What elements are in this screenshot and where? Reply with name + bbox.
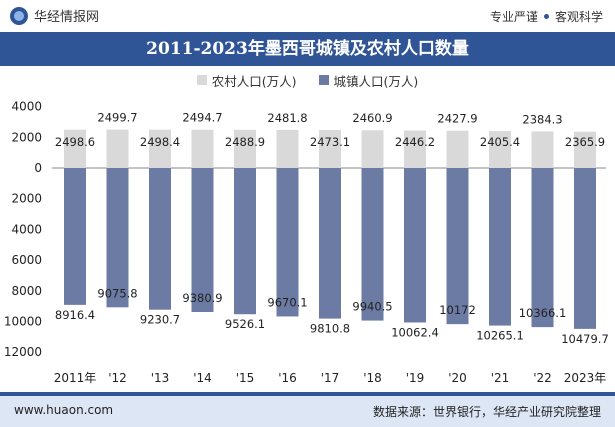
footer: www.huaon.com 数据来源：世界银行，华经产业研究院整理: [0, 396, 615, 427]
dot-icon: [543, 14, 549, 19]
bar-rural: [64, 129, 86, 168]
tagline-right: 客观科学: [554, 10, 603, 24]
y-tick-label: 4000: [11, 100, 42, 114]
chart-legend: 农村人口(万人) 城镇人口(万人): [0, 70, 615, 90]
data-label-urban: 9810.8: [310, 322, 350, 336]
data-label-rural: 2481.8: [267, 111, 307, 125]
bar-rural: [149, 129, 171, 168]
bar-rural: [276, 129, 299, 168]
bar-urban: [361, 168, 384, 321]
bar-urban: [574, 168, 596, 329]
legend-label-urban: 城镇人口(万人): [333, 73, 419, 89]
logo-icon: [10, 6, 28, 25]
legend-label-rural: 农村人口(万人): [211, 73, 297, 89]
chart-title: 2011-2023年墨西哥城镇及农村人口数量: [146, 39, 469, 59]
x-tick-label: 2011年: [54, 371, 97, 385]
data-label-rural: 2473.1: [310, 135, 350, 149]
bar-rural: [361, 130, 384, 168]
y-tick-label: 8000: [11, 284, 42, 298]
data-label-rural: 2405.4: [480, 135, 520, 149]
data-label-urban: 9230.7: [140, 313, 180, 327]
x-tick-label: '12: [108, 371, 127, 385]
bar-urban: [319, 168, 341, 319]
y-tick-label: 2000: [11, 130, 42, 144]
x-tick-label: '17: [321, 371, 340, 385]
x-tick-label: '20: [448, 371, 467, 385]
bar-rural: [574, 131, 596, 168]
bar-rural: [404, 130, 426, 168]
x-tick-label: '21: [491, 371, 510, 385]
data-label-urban: 10265.1: [476, 329, 524, 343]
bar-urban: [531, 168, 554, 328]
data-label-rural: 2365.9: [565, 135, 605, 149]
y-tick-label: 12000: [4, 345, 42, 359]
data-label-rural: 2498.4: [140, 135, 180, 149]
tagline-left: 专业严谨: [489, 10, 538, 24]
legend-item-rural: 农村人口(万人): [196, 70, 297, 90]
data-label-urban: 9075.8: [97, 286, 137, 300]
bar-urban: [234, 168, 256, 315]
bar-urban: [489, 168, 511, 326]
tagline: 专业严谨 客观科学: [490, 8, 603, 25]
bar-rural: [319, 130, 341, 168]
y-tick-label: 10000: [4, 315, 42, 329]
legend-item-urban: 城镇人口(万人): [318, 70, 419, 90]
bar-rural: [531, 131, 554, 168]
y-tick-label: 6000: [11, 253, 42, 267]
bar-rural: [106, 129, 129, 168]
data-label-rural: 2498.6: [55, 135, 95, 149]
x-tick-label: '14: [193, 371, 212, 385]
x-tick-label: '15: [236, 371, 255, 385]
y-tick-label: 0: [34, 161, 42, 175]
data-label-rural: 2488.9: [225, 135, 265, 149]
data-label-rural: 2499.7: [97, 111, 137, 125]
data-label-urban: 9526.1: [225, 317, 265, 331]
bar-urban: [276, 168, 299, 317]
bar-chart: 4000 2000 0 2000 4000 6000 8000 10000 12000 2498.…: [4, 100, 609, 385]
bar-urban: [64, 168, 86, 305]
data-label-rural: 2384.3: [522, 112, 562, 126]
data-label-rural: 2427.9: [437, 112, 477, 126]
bar-rural: [234, 129, 256, 168]
data-label-urban: 10172: [439, 303, 476, 317]
bar-urban: [191, 168, 214, 312]
data-label-urban: 10479.7: [561, 332, 609, 346]
data-label-urban: 9670.1: [267, 295, 307, 309]
x-tick-label: '16: [278, 371, 297, 385]
bar-rural: [191, 129, 214, 168]
data-label-urban: 9940.5: [352, 300, 392, 314]
bar-rural: [489, 131, 511, 168]
x-tick-label: '22: [533, 371, 552, 385]
legend-swatch-rural: [196, 75, 207, 85]
bar-rural: [446, 130, 469, 168]
brand-name: 华经情报网: [34, 10, 100, 25]
title-bar: 2011-2023年墨西哥城镇及农村人口数量: [0, 32, 615, 66]
x-tick-label: '19: [406, 371, 425, 385]
top-bar: 华经情报网 专业严谨 客观科学: [0, 0, 615, 32]
data-label-rural: 2494.7: [182, 111, 222, 125]
data-label-urban: 10062.4: [391, 325, 439, 339]
bar-urban: [106, 168, 129, 308]
bar-urban: [404, 168, 426, 323]
data-label-rural: 2460.9: [352, 111, 392, 125]
x-tick-label: '13: [151, 371, 170, 385]
footer-source: 数据来源：世界银行，华经产业研究院整理: [372, 405, 601, 419]
x-tick-label: '18: [363, 371, 382, 385]
data-label-urban: 9380.9: [182, 291, 222, 305]
bar-urban: [149, 168, 171, 310]
data-label-urban: 8916.4: [55, 308, 95, 322]
bar-urban: [446, 168, 469, 325]
data-label-rural: 2446.2: [395, 135, 435, 149]
data-label-urban: 10366.1: [519, 306, 567, 320]
y-tick-label: 2000: [11, 192, 42, 206]
legend-swatch-urban: [318, 75, 329, 85]
footer-divider: [0, 392, 615, 396]
x-tick-label: 2023年: [564, 371, 607, 385]
brand: 华经情报网: [10, 6, 99, 25]
footer-website: www.huaon.com: [14, 403, 114, 417]
y-tick-label: 4000: [11, 222, 42, 236]
